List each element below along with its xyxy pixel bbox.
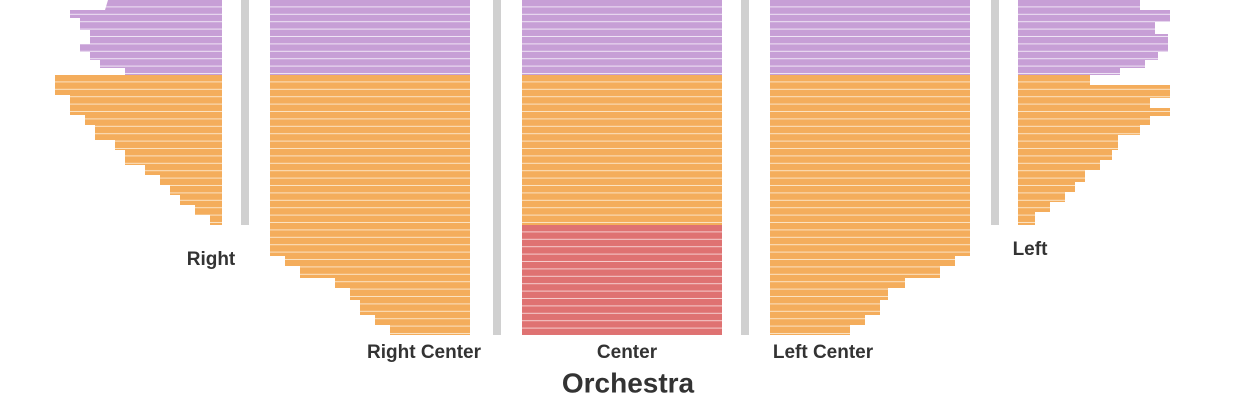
row-letters (241, 0, 249, 225)
section-center-upper[interactable] (522, 0, 722, 75)
section-right-center-upper[interactable] (270, 0, 470, 75)
row-letters (991, 0, 999, 225)
section-right-upper[interactable] (70, 0, 222, 75)
section-label: Center (597, 342, 658, 363)
section-label: Left (1013, 239, 1049, 260)
row-letters (741, 0, 749, 335)
section-center-orchestra[interactable] (522, 75, 722, 225)
section-label: Right Center (367, 342, 482, 363)
section-label: Right (187, 249, 236, 270)
section-center-front[interactable] (522, 225, 722, 335)
section-left-center-upper[interactable] (770, 0, 970, 75)
section-right-center-orchestra[interactable] (270, 75, 470, 335)
section-left-orchestra[interactable] (1018, 75, 1170, 225)
section-left-upper[interactable] (1018, 0, 1170, 75)
section-right-orchestra[interactable] (55, 75, 222, 225)
level-title: Orchestra (562, 367, 695, 398)
section-left-center-orchestra[interactable] (770, 75, 970, 335)
row-letters (493, 0, 501, 335)
section-label: Left Center (773, 342, 874, 363)
